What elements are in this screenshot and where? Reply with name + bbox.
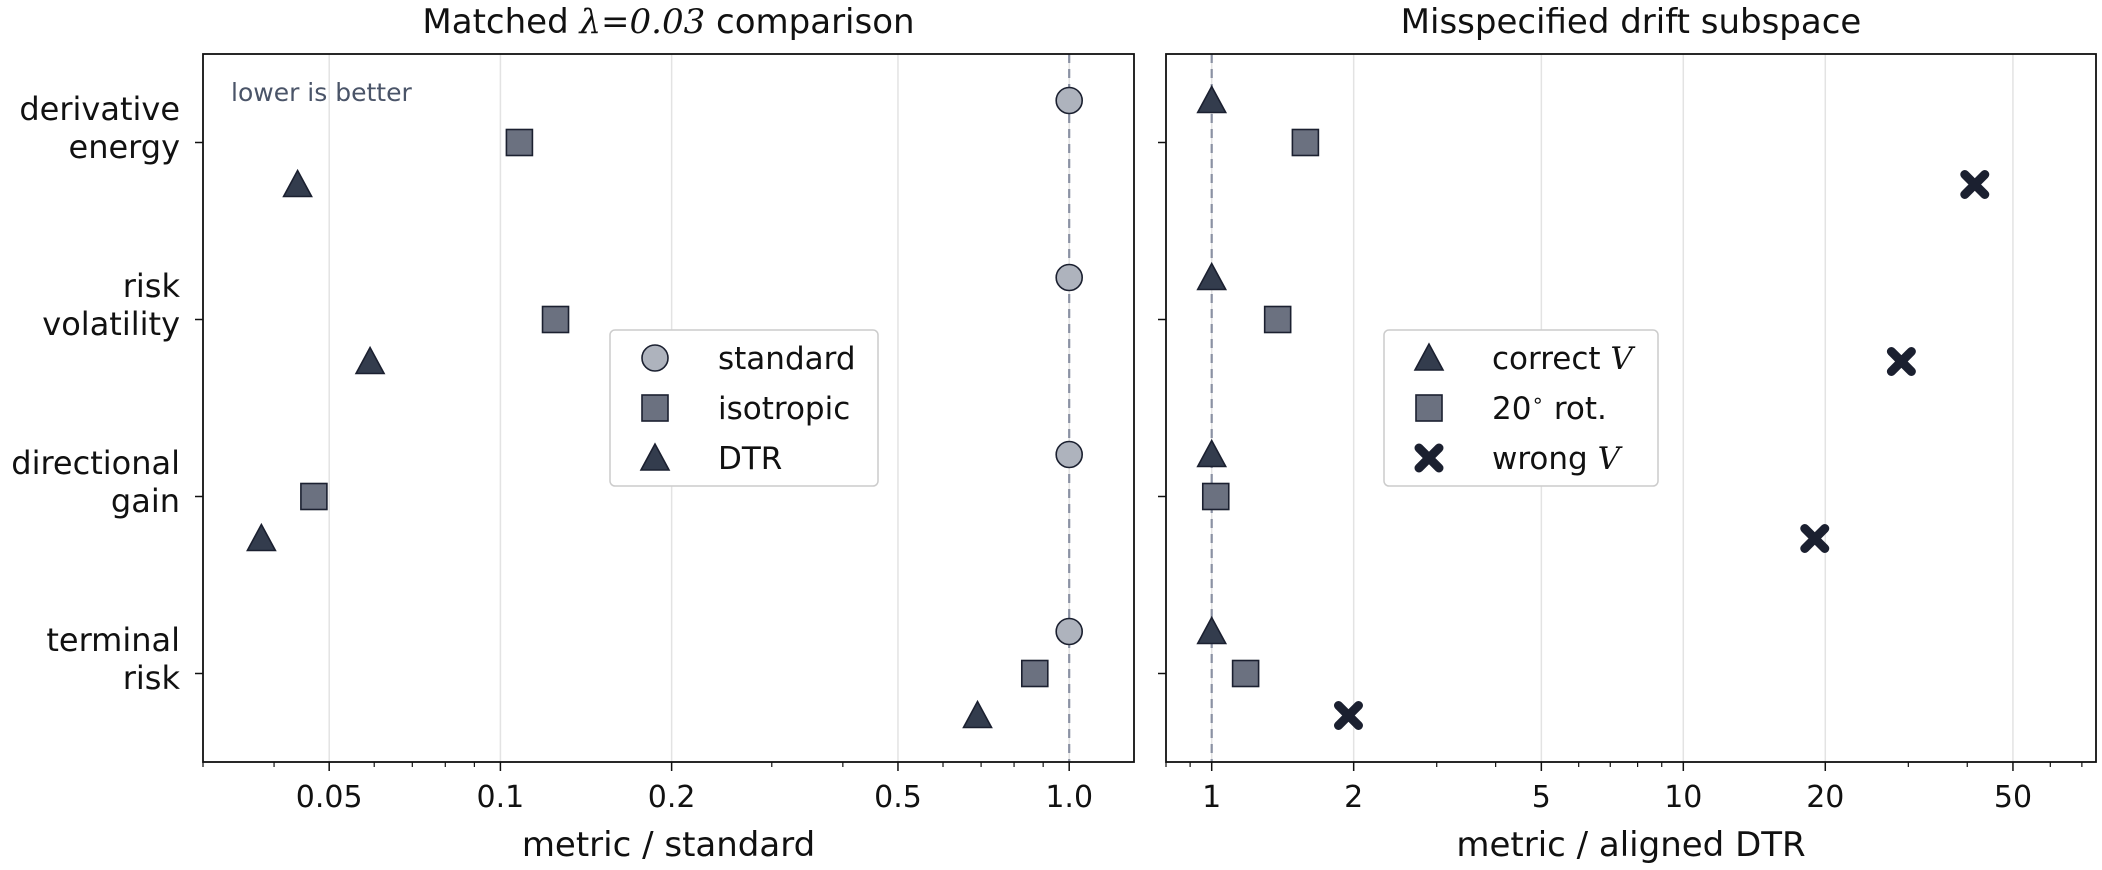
point-triangle [282,168,313,198]
left-panel: Matched λ=0.03 comparison lower is better… [11,2,1135,865]
x-tick-label: 0.5 [874,780,922,815]
point-circle [1055,440,1083,469]
point-square [505,128,534,157]
y-tick-label: derivative [19,90,180,128]
x-tick-label: 0.1 [477,780,525,815]
point-circle [1055,617,1083,646]
point-triangle [246,522,277,552]
point-x [1960,170,1990,199]
axes-frame [202,53,1135,763]
point-triangle [1196,261,1228,291]
point-square [1291,128,1320,157]
legend-x-icon [1414,443,1444,473]
legend: correct V 20∘ rot. wrong V [1383,329,1659,487]
x-tick-label: 0.2 [648,780,696,815]
legend-square-icon [641,394,669,422]
legend-circle-icon [641,344,669,372]
x-tick-label: 5 [1532,780,1551,815]
point-triangle [354,345,386,375]
legend: standard isotropic DTR [609,329,879,487]
x-axis-label: metric / standard [522,825,815,865]
x-tick-label: 2 [1344,780,1363,815]
point-triangle [1196,615,1228,645]
panel-title: Misspecified drift subspace [1401,2,1862,42]
point-square [1231,659,1260,688]
point-x [1886,347,1916,376]
legend-label: standard [718,341,856,377]
y-tick-label: risk [123,267,181,305]
legend-box [1383,329,1659,487]
legend-box [609,329,879,487]
y-tick-label: volatility [42,305,180,343]
point-x [1333,701,1363,730]
y-tick-label: directional [11,444,180,482]
x-tick-label: 50 [1994,780,2032,815]
y-tick-label: risk [123,659,181,697]
point-square [541,305,570,334]
legend-label: correct V [1492,341,1636,377]
right-panel: Misspecified drift subspace 1 2 5 10 20 50 metr… [1158,2,2097,865]
legend-triangle-icon [639,442,671,471]
point-triangle [1196,84,1228,114]
x-tick-label: 0.05 [296,780,363,815]
point-triangle [962,699,993,729]
point-x [1800,524,1830,553]
legend-label: DTR [718,441,782,477]
axes-frame [1165,53,2097,763]
x-tick-label: 10 [1664,780,1702,815]
panel-title: Matched λ=0.03 comparison [422,2,914,42]
legend-label: wrong V [1492,441,1624,477]
legend-label: 20∘ rot. [1492,388,1607,427]
x-tick-label: 1 [1202,780,1221,815]
y-tick-label: gain [111,482,180,520]
annotation-text: lower is better [231,78,412,107]
point-square [1020,659,1049,688]
y-tick-label: terminal [46,621,180,659]
point-square [1201,482,1230,511]
point-circle [1055,86,1083,115]
legend-square-icon [1415,394,1443,422]
point-triangle [1196,438,1228,468]
y-tick-label: energy [69,128,181,166]
x-tick-label: 1.0 [1045,780,1093,815]
legend-label: isotropic [718,391,850,427]
x-tick-label: 20 [1806,780,1844,815]
x-axis-label: metric / aligned DTR [1456,825,1805,865]
point-square [1263,305,1292,334]
legend-triangle-icon [1413,342,1445,371]
point-square [300,482,328,511]
point-circle [1055,263,1083,292]
